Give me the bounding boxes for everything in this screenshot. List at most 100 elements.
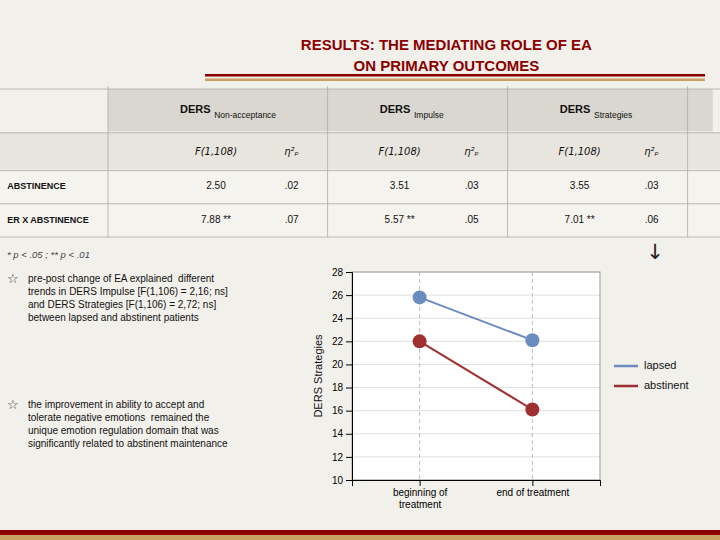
y-tick-label: 10 xyxy=(332,475,344,486)
grid-line xyxy=(352,456,600,457)
subtitle: ON PRIMARY OUTCOMES xyxy=(353,57,539,74)
grid-line xyxy=(352,387,600,388)
table-background xyxy=(108,89,713,131)
table-cell: 5.57 ** xyxy=(385,214,415,225)
x-tick-mark xyxy=(532,480,533,486)
table-cell: .06 xyxy=(645,214,659,225)
x-tick: end of treatment xyxy=(496,480,569,498)
x-axis-line xyxy=(353,481,601,487)
table-rule xyxy=(0,203,720,204)
y-tick: 28 xyxy=(332,267,352,278)
group-header: DERS xyxy=(380,103,411,115)
table-cell: .03 xyxy=(465,180,479,191)
table-rule xyxy=(507,86,508,237)
series-line xyxy=(420,341,533,409)
y-tick: 10 xyxy=(332,475,352,486)
x-axis: beginning oftreatment end of treatment xyxy=(353,480,601,510)
grid-line xyxy=(352,295,600,296)
plot-frame xyxy=(352,272,600,480)
column-header: η²ₚ xyxy=(284,146,299,157)
group-subscript: Non-acceptance xyxy=(214,110,276,120)
table-cell: .03 xyxy=(645,180,659,191)
y-tick-label: 26 xyxy=(332,290,344,301)
y-tick: 26 xyxy=(332,290,352,301)
column-header: F(1,108) xyxy=(559,146,601,157)
group-subscript: Impulse xyxy=(414,110,444,120)
legend: lapsed abstinent xyxy=(614,359,689,391)
y-tick-label: 16 xyxy=(332,405,344,416)
bullet-text: the improvement in ability to accept and… xyxy=(28,399,228,449)
y-axis: 10121416182022242628 xyxy=(332,267,353,486)
series-point xyxy=(413,290,427,304)
bottom-rule xyxy=(0,530,720,535)
arrow: ↓ xyxy=(646,240,664,264)
table-rule xyxy=(108,86,109,237)
table-cell: 3.51 xyxy=(390,180,410,191)
y-tick-mark xyxy=(346,411,352,412)
grid xyxy=(352,272,600,480)
legend-label: lapsed xyxy=(644,359,676,371)
y-axis-line xyxy=(346,273,353,481)
y-tick-mark xyxy=(346,364,352,365)
group-subscript: Strategies xyxy=(594,110,632,120)
grid-line xyxy=(352,341,600,342)
legend-swatch xyxy=(614,385,638,388)
y-tick-mark xyxy=(346,295,352,296)
y-tick: 22 xyxy=(332,336,352,347)
y-tick: 18 xyxy=(332,382,352,393)
row-label: ABSTINENCE xyxy=(7,181,66,191)
x-tick-label: end of treatment xyxy=(496,487,569,498)
y-tick-mark xyxy=(346,272,352,273)
y-tick: 16 xyxy=(332,405,352,416)
group-header: DERS xyxy=(560,103,591,115)
y-tick: 24 xyxy=(332,313,352,324)
y-tick-mark xyxy=(346,388,352,389)
grid-line xyxy=(352,433,600,434)
x-tick-mark xyxy=(420,480,421,486)
column-header: F(1,108) xyxy=(379,146,421,157)
y-tick-mark xyxy=(346,457,352,458)
title-rule xyxy=(205,74,705,77)
series-point xyxy=(525,333,539,347)
bullet-symbol: ☆ xyxy=(7,397,19,412)
table-cell: 3.55 xyxy=(570,180,590,191)
footnote: * p < .05 ; ** p < .01 xyxy=(7,249,90,260)
category-line xyxy=(532,272,533,480)
y-tick-label: 18 xyxy=(332,382,344,393)
plot-background xyxy=(352,272,600,480)
y-tick: 14 xyxy=(332,428,352,439)
column-header: η²ₚ xyxy=(464,146,479,157)
table-cell: 7.88 ** xyxy=(201,214,231,225)
plot-marks xyxy=(413,290,540,416)
bottom-rule xyxy=(0,535,720,540)
x-tick: beginning oftreatment xyxy=(393,480,448,510)
y-tick-mark xyxy=(346,480,352,481)
y-tick-label: 24 xyxy=(332,313,344,324)
y-axis-title: DERS Strategies xyxy=(312,334,324,418)
title-rule xyxy=(205,79,705,82)
legend-label: abstinent xyxy=(644,379,689,391)
series-point xyxy=(525,403,539,417)
series-line xyxy=(420,297,533,340)
table-rule xyxy=(0,170,720,171)
row-label: ER X ABSTINENCE xyxy=(7,215,89,225)
legend-swatch xyxy=(614,365,638,368)
y-tick-label: 22 xyxy=(332,336,344,347)
table-cell: 2.50 xyxy=(206,180,226,191)
table-rule xyxy=(0,89,720,90)
y-tick-mark xyxy=(346,318,352,319)
table-cell: .07 xyxy=(285,214,299,225)
table-rule xyxy=(0,237,720,238)
series-point xyxy=(413,334,427,348)
column-header: F(1,108) xyxy=(195,146,237,157)
table-cell: 7.01 ** xyxy=(565,214,595,225)
table-cell: .05 xyxy=(465,214,479,225)
table-cell: .02 xyxy=(285,180,299,191)
y-tick-mark xyxy=(346,434,352,435)
group-header: DERS xyxy=(180,103,211,115)
y-tick-mark xyxy=(346,341,352,342)
table-rule xyxy=(0,132,720,133)
table-rule xyxy=(687,86,688,237)
y-tick: 12 xyxy=(332,452,352,463)
x-tick-label: beginning oftreatment xyxy=(393,487,448,510)
